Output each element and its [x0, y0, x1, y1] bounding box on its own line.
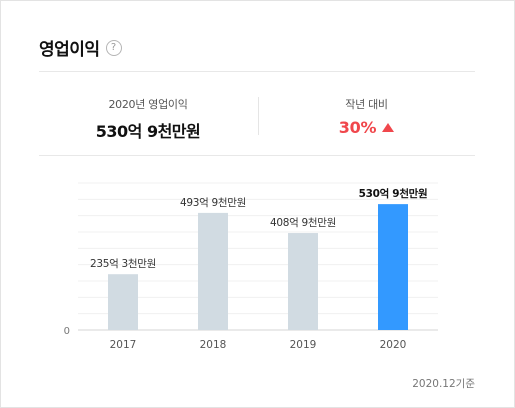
x-tick-label-2019: 2019	[290, 339, 317, 351]
header-divider	[39, 71, 475, 72]
current-profit-value: 530억 9천만원	[95, 122, 201, 141]
yoy-change-stat: 작년 대비 30%	[258, 96, 475, 137]
question-circle-icon[interactable]: ?	[105, 39, 122, 56]
yoy-change-label: 작년 대비	[345, 98, 388, 111]
data-label-2018: 493억 9천만원	[180, 197, 246, 209]
x-tick-label-2018: 2018	[200, 339, 227, 351]
yoy-change-value: 30%	[338, 118, 377, 137]
summary-divider	[39, 155, 475, 156]
triangle-up-icon	[382, 123, 395, 132]
card-header: 영업이익 ?	[39, 35, 122, 60]
bar-2019[interactable]	[288, 233, 318, 330]
data-label-2019: 408억 9천만원	[270, 217, 336, 229]
y-tick-label: 0	[64, 326, 70, 337]
data-label-2020: 530억 9천만원	[359, 187, 428, 200]
stat-separator	[258, 97, 259, 135]
card-title: 영업이익	[39, 40, 100, 60]
bar-2020[interactable]	[378, 204, 408, 330]
bar-2017[interactable]	[108, 274, 138, 330]
x-tick-label-2020: 2020	[380, 339, 407, 351]
chart-bars	[108, 204, 408, 330]
data-label-2017: 235억 3천만원	[90, 258, 156, 270]
current-profit-label: 2020년 영업이익	[108, 98, 188, 111]
current-profit-stat: 2020년 영업이익 530억 9천만원	[39, 96, 257, 142]
yoy-change-row: 30%	[258, 118, 475, 137]
footnote: 2020.12기준	[412, 378, 475, 390]
x-tick-label-2017: 2017	[110, 339, 137, 351]
chart-labels: 235억 3천만원 2017 493억 9천만원 2018 408억 9천만원 2019 5…	[90, 187, 428, 351]
bar-2018[interactable]	[198, 212, 228, 330]
